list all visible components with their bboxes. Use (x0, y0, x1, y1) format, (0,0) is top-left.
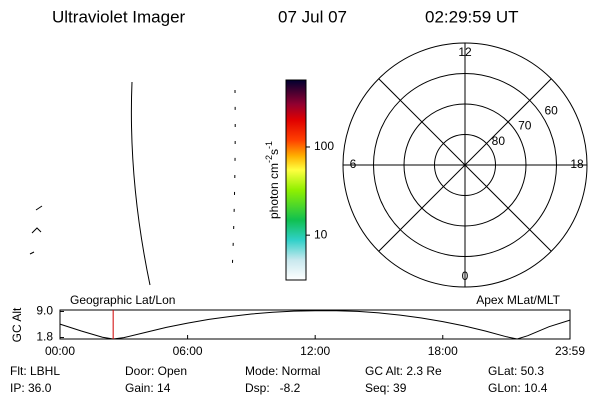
time: 02:29:59 UT (425, 7, 519, 26)
altitude-line (59, 310, 571, 340)
status-field: Dsp: -8.2 (245, 381, 301, 395)
date: 07 Jul 07 (278, 7, 347, 26)
mlt-label: 0 (462, 269, 469, 283)
label-part: s (267, 149, 281, 155)
x-tick-label: 18:00 (428, 344, 458, 358)
x-tick-label: 12:00 (300, 344, 330, 358)
y-label: GC Alt (10, 307, 24, 342)
x-tick-label: 00:00 (45, 344, 75, 358)
edge (231, 89, 236, 276)
status-field: Door: Open (125, 364, 187, 378)
x-tick-label: 23:59 (555, 344, 585, 358)
limb (130, 81, 151, 286)
left-label: Geographic Lat/Lon (70, 293, 175, 307)
mlt-label: 6 (350, 157, 357, 171)
status-field: IP: 36.0 (10, 381, 52, 395)
right-label: Apex MLat/MLT (476, 293, 560, 307)
instrument: Ultraviolet Imager (52, 7, 186, 26)
specks (29, 205, 43, 255)
label-part: -2 (264, 155, 274, 163)
tick-label: 100 (314, 139, 334, 153)
status-field: GLat: 50.3 (488, 364, 544, 378)
lat-label: 60 (544, 103, 558, 117)
lat-label: 70 (518, 119, 532, 133)
status-field: GLon: 10.4 (488, 381, 548, 395)
spoke (378, 78, 552, 252)
status-field: Gain: 14 (125, 381, 171, 395)
tick-label: 10 (314, 227, 328, 241)
label-part: -1 (264, 141, 274, 149)
y-tick-label: 9.0 (36, 304, 53, 318)
status-field: Mode: Normal (245, 364, 320, 378)
y-tick-label: 1.8 (36, 330, 53, 344)
mlt-label: 12 (458, 45, 472, 59)
status-field: GC Alt: 2.3 Re (365, 364, 442, 378)
image-area (29, 81, 236, 286)
lat-label: 80 (492, 134, 506, 148)
status-field: Flt: LBHL (10, 364, 60, 378)
label-part: photon cm (267, 163, 281, 219)
colorbar-label: photon cm-2s-1 (264, 141, 281, 219)
status-field: Seq: 39 (365, 381, 407, 395)
mlt-label: 18 (570, 157, 584, 171)
x-tick-label: 06:00 (173, 344, 203, 358)
colorbar (285, 79, 307, 281)
